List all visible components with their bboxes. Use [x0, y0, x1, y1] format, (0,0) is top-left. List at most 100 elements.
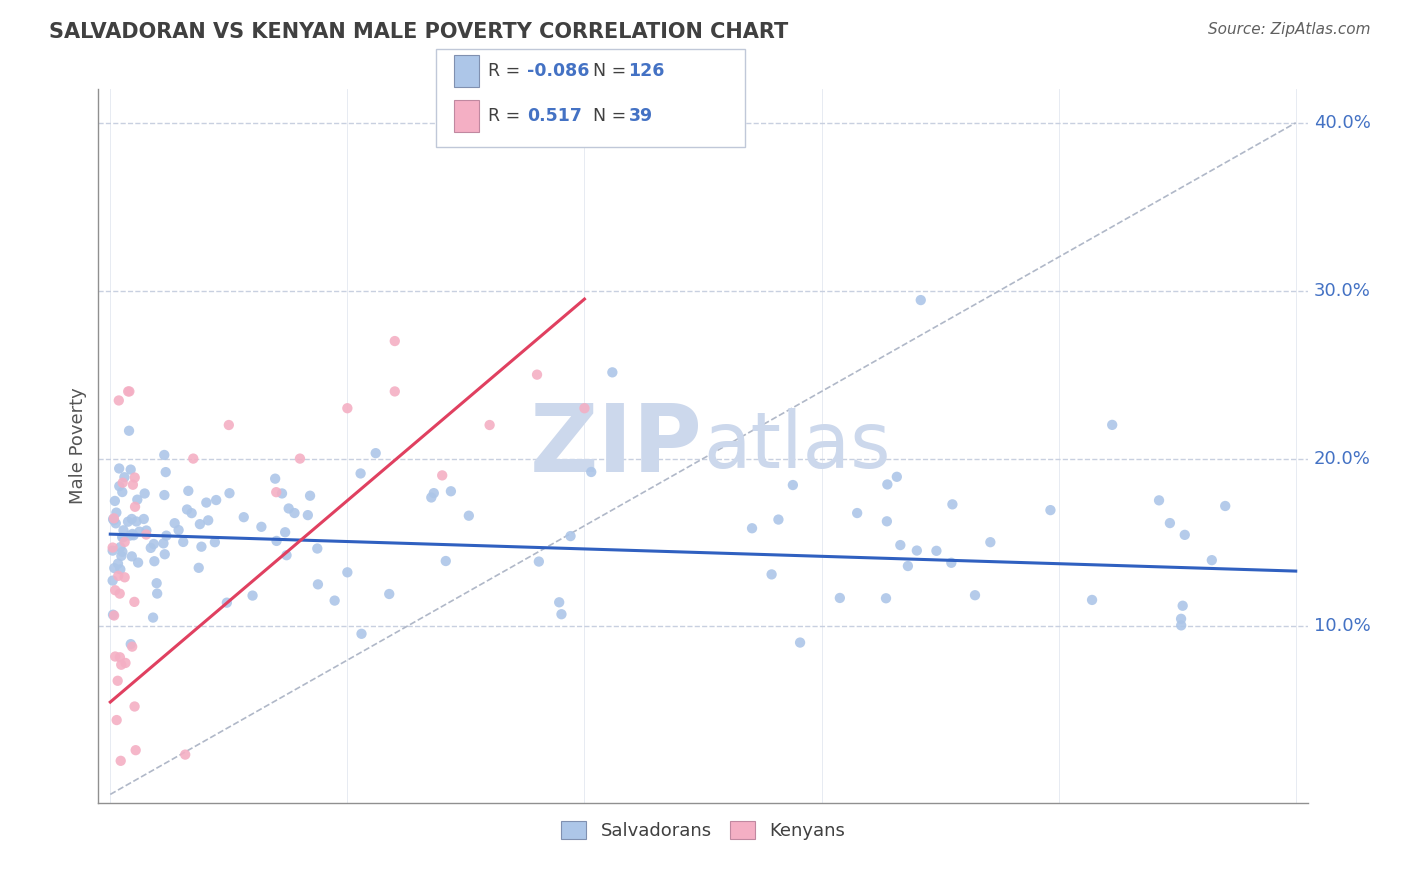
- Point: [112, 524, 135, 538]
- Point: [127, 556, 149, 570]
- Text: 40.0%: 40.0%: [1313, 114, 1371, 132]
- Point: [142, 610, 165, 624]
- Point: [349, 467, 371, 481]
- Point: [875, 591, 897, 606]
- Point: [163, 516, 186, 531]
- Point: [104, 649, 127, 664]
- Point: [114, 570, 136, 584]
- Y-axis label: Male Poverty: Male Poverty: [69, 388, 87, 504]
- Point: [110, 562, 132, 576]
- Point: [118, 528, 141, 542]
- Point: [205, 493, 228, 508]
- Point: [110, 540, 132, 554]
- Point: [574, 401, 596, 416]
- Point: [299, 489, 322, 503]
- Point: [128, 524, 150, 539]
- Text: 30.0%: 30.0%: [1313, 282, 1371, 300]
- Text: R =: R =: [488, 107, 531, 125]
- Point: [111, 530, 134, 544]
- Point: [180, 506, 202, 520]
- Point: [420, 491, 443, 505]
- Point: [336, 566, 359, 580]
- Point: [242, 589, 264, 603]
- Point: [910, 293, 932, 307]
- Point: [440, 484, 463, 499]
- Point: [105, 506, 128, 520]
- Point: [550, 607, 572, 622]
- Point: [155, 529, 177, 543]
- Point: [218, 417, 240, 432]
- Point: [127, 492, 149, 507]
- Point: [266, 533, 288, 548]
- Point: [101, 512, 124, 526]
- Point: [307, 577, 329, 591]
- Text: atlas: atlas: [703, 408, 890, 484]
- Text: 39: 39: [628, 107, 652, 125]
- Point: [1159, 516, 1181, 530]
- Point: [112, 470, 135, 484]
- Point: [125, 743, 148, 757]
- Point: [297, 508, 319, 522]
- Point: [105, 713, 128, 727]
- Point: [336, 401, 359, 416]
- Point: [122, 477, 145, 491]
- Point: [121, 640, 143, 654]
- Point: [112, 530, 135, 544]
- Point: [121, 549, 143, 564]
- Point: [789, 635, 811, 649]
- Point: [323, 593, 346, 607]
- Point: [104, 516, 127, 531]
- Point: [124, 470, 146, 484]
- Point: [155, 465, 177, 479]
- Point: [1174, 528, 1197, 542]
- Point: [108, 650, 131, 665]
- Text: 126: 126: [628, 62, 665, 80]
- Point: [478, 417, 501, 432]
- Point: [423, 486, 446, 500]
- Point: [107, 673, 129, 688]
- Point: [103, 608, 125, 623]
- Point: [108, 479, 131, 493]
- Point: [152, 536, 174, 550]
- Point: [135, 527, 157, 541]
- Point: [1170, 612, 1192, 626]
- Point: [197, 513, 219, 527]
- Point: [101, 541, 124, 555]
- Point: [768, 512, 790, 526]
- Point: [176, 502, 198, 516]
- Point: [124, 595, 146, 609]
- Text: 20.0%: 20.0%: [1313, 450, 1371, 467]
- Point: [174, 747, 197, 762]
- Point: [104, 583, 127, 598]
- Point: [118, 424, 141, 438]
- Point: [121, 512, 143, 526]
- Point: [364, 446, 387, 460]
- Point: [117, 515, 139, 529]
- Point: [108, 461, 131, 475]
- Point: [828, 591, 851, 605]
- Point: [264, 485, 287, 500]
- Point: [108, 586, 131, 600]
- Point: [111, 475, 134, 490]
- Point: [103, 561, 125, 575]
- Point: [111, 545, 134, 559]
- Text: R =: R =: [488, 62, 526, 80]
- Point: [104, 494, 127, 508]
- Point: [1101, 417, 1123, 432]
- Point: [876, 477, 898, 491]
- Point: [142, 537, 165, 551]
- Point: [103, 513, 125, 527]
- Point: [146, 586, 169, 600]
- Text: SALVADORAN VS KENYAN MALE POVERTY CORRELATION CHART: SALVADORAN VS KENYAN MALE POVERTY CORREL…: [49, 22, 789, 42]
- Point: [110, 657, 132, 672]
- Text: Source: ZipAtlas.com: Source: ZipAtlas.com: [1208, 22, 1371, 37]
- Point: [153, 448, 176, 462]
- Point: [271, 486, 294, 500]
- Point: [526, 368, 548, 382]
- Point: [107, 569, 129, 583]
- Point: [139, 541, 162, 555]
- Text: N =: N =: [593, 107, 637, 125]
- Point: [195, 495, 218, 509]
- Point: [889, 538, 911, 552]
- Point: [307, 541, 329, 556]
